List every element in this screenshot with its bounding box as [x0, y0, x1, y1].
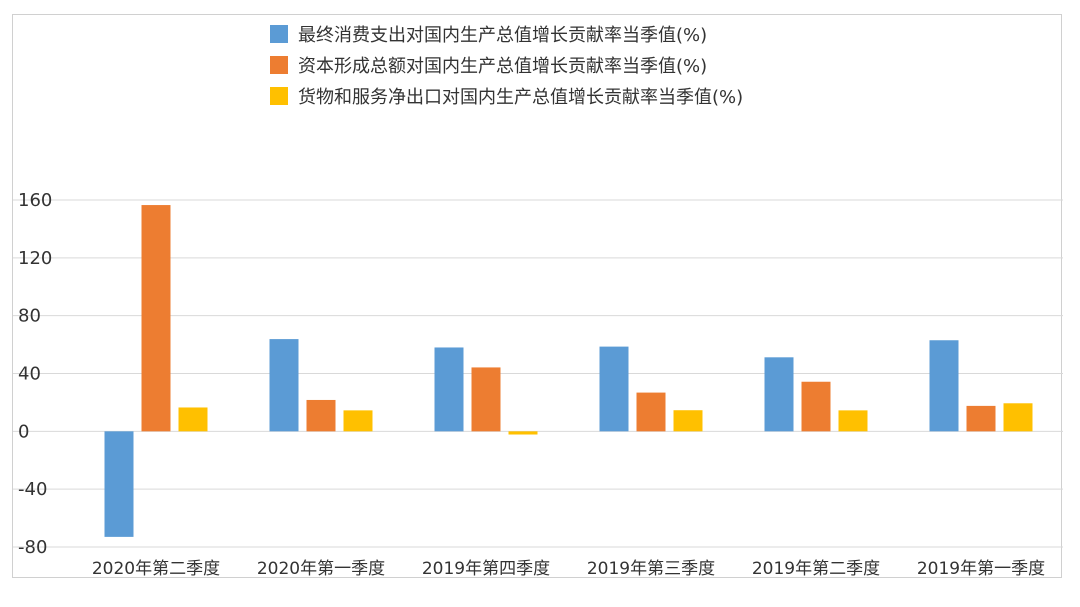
bar	[838, 410, 868, 432]
bar	[434, 347, 464, 432]
bar	[508, 431, 538, 435]
legend-label: 货物和服务净出口对国内生产总值增长贡献率当季值(%)	[298, 87, 743, 108]
legend-label: 最终消费支出对国内生产总值增长贡献率当季值(%)	[298, 25, 707, 46]
legend-swatch	[270, 56, 288, 74]
x-category-label: 2020年第一季度	[257, 559, 385, 579]
y-tick-label: 120	[18, 248, 52, 269]
y-tick-label: 160	[18, 190, 52, 211]
y-tick-label: 0	[18, 421, 29, 442]
x-category-label: 2020年第二季度	[92, 559, 220, 579]
x-category-label: 2019年第二季度	[752, 559, 880, 579]
bar	[141, 205, 171, 432]
bar	[636, 392, 666, 432]
bar	[471, 367, 501, 432]
legend-swatch	[270, 25, 288, 43]
legend-swatch	[270, 87, 288, 105]
bar	[929, 340, 959, 432]
y-tick-label: 80	[18, 306, 41, 327]
x-category-label: 2019年第一季度	[917, 559, 1045, 579]
chart-root: 160 120 80 40 0 -40 -80 最终消费支出对国内生产总值增长贡献率当季值(%…	[13, 25, 1063, 579]
x-category-label: 2019年第三季度	[587, 559, 715, 579]
bar	[1003, 403, 1033, 432]
bar	[764, 357, 794, 432]
bar	[966, 405, 996, 432]
bar	[306, 399, 336, 432]
bar	[104, 431, 134, 537]
bar	[599, 346, 629, 432]
y-tick-label: -80	[18, 537, 47, 558]
x-category-label: 2019年第四季度	[422, 559, 550, 579]
y-tick-label: 40	[18, 364, 41, 385]
y-tick-label: -40	[18, 479, 47, 500]
bar	[178, 407, 208, 432]
legend-label: 资本形成总额对国内生产总值增长贡献率当季值(%)	[298, 56, 707, 77]
bar	[269, 339, 299, 432]
bar	[801, 381, 831, 432]
bar	[673, 410, 703, 432]
bar-chart: 160 120 80 40 0 -40 -80 最终消费支出对国内生产总值增长贡献率当季值(%…	[13, 25, 1063, 579]
chart-frame: 160 120 80 40 0 -40 -80 最终消费支出对国内生产总值增长贡献率当季值(%…	[12, 14, 1063, 579]
bar	[343, 410, 373, 432]
